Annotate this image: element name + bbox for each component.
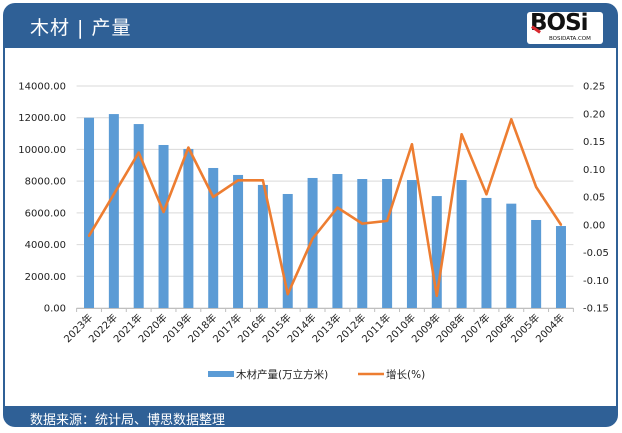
growth-point-2006年 [510,118,513,121]
y-right-tick-label: 0.25 [583,82,605,93]
bar-2007年 [481,197,492,308]
bar-2021年 [133,124,144,308]
bar-2010年 [406,180,417,308]
bar-2016年 [257,184,268,308]
growth-point-2014年 [311,237,314,240]
bosi-logo: BOSi BOSIDATA.COM [527,10,603,44]
y-right-tick-label: 0.05 [583,193,605,204]
logo-subtext: BOSIDATA.COM [549,36,591,42]
growth-point-2010年 [410,143,414,146]
growth-point-2021年 [137,151,140,154]
growth-point-2015年 [286,292,289,296]
growth-point-2012年 [361,222,364,225]
bar-2011年 [382,179,393,308]
growth-point-2011年 [385,219,389,223]
growth-point-2008年 [460,133,463,136]
bar-2018年 [208,167,219,308]
bar-2023年 [84,117,95,308]
y-left-tick-label: 12000.00 [18,113,66,124]
growth-point-2009年 [435,294,438,297]
growth-point-2022年 [112,193,116,196]
legend-line-label: 增长(%) [386,368,425,381]
growth-point-2005年 [534,185,538,189]
bar-2008年 [456,180,467,308]
bar-2004年 [555,226,566,308]
legend-bar-swatch [208,371,234,377]
growth-point-2016年 [261,179,265,182]
growth-point-2017年 [236,179,240,182]
data-source: 数据来源：统计局、博思数据整理 [30,413,226,428]
y-right-tick-label: 0.00 [583,220,605,231]
y-left-tick-label: 2000.00 [25,272,66,283]
bar-2020年 [158,144,169,308]
y-right-tick-label: -0.05 [583,248,609,259]
bar-2019年 [183,148,194,308]
growth-line [87,118,563,298]
growth-point-2013年 [336,206,339,209]
bar-2013年 [332,174,343,308]
growth-point-2007年 [485,193,488,196]
growth-point-2019年 [187,146,190,149]
y-right-tick-label: -0.15 [583,304,609,315]
bar-2014年 [307,177,318,308]
bar-2005年 [531,219,542,308]
page-title: 木材 | 产量 [30,17,132,39]
legend-bar-label: 木材产量(万立方米) [236,368,328,381]
bar-2009年 [431,196,442,308]
y-right-tick-label: 0.10 [583,165,605,176]
y-left-tick-label: 0.00 [44,304,66,315]
bar-2015年 [282,193,293,308]
y-left-tick-label: 8000.00 [25,177,66,188]
bar-2012年 [357,179,368,308]
growth-point-2018年 [212,195,215,199]
bar-2022年 [108,114,119,309]
y-left-tick-label: 10000.00 [18,145,66,156]
bar-2006年 [506,203,517,308]
growth-point-2020年 [162,210,165,214]
y-right-tick-label: 0.20 [583,109,605,120]
bar-2017年 [233,174,244,308]
growth-point-2023年 [87,234,91,238]
y-right-tick-label: -0.10 [583,276,609,287]
y-left-tick-label: 14000.00 [18,82,66,93]
y-left-tick-label: 6000.00 [25,208,66,219]
y-left-tick-label: 4000.00 [25,240,66,251]
growth-point-2004年 [559,223,563,226]
y-right-tick-label: 0.15 [583,137,605,148]
